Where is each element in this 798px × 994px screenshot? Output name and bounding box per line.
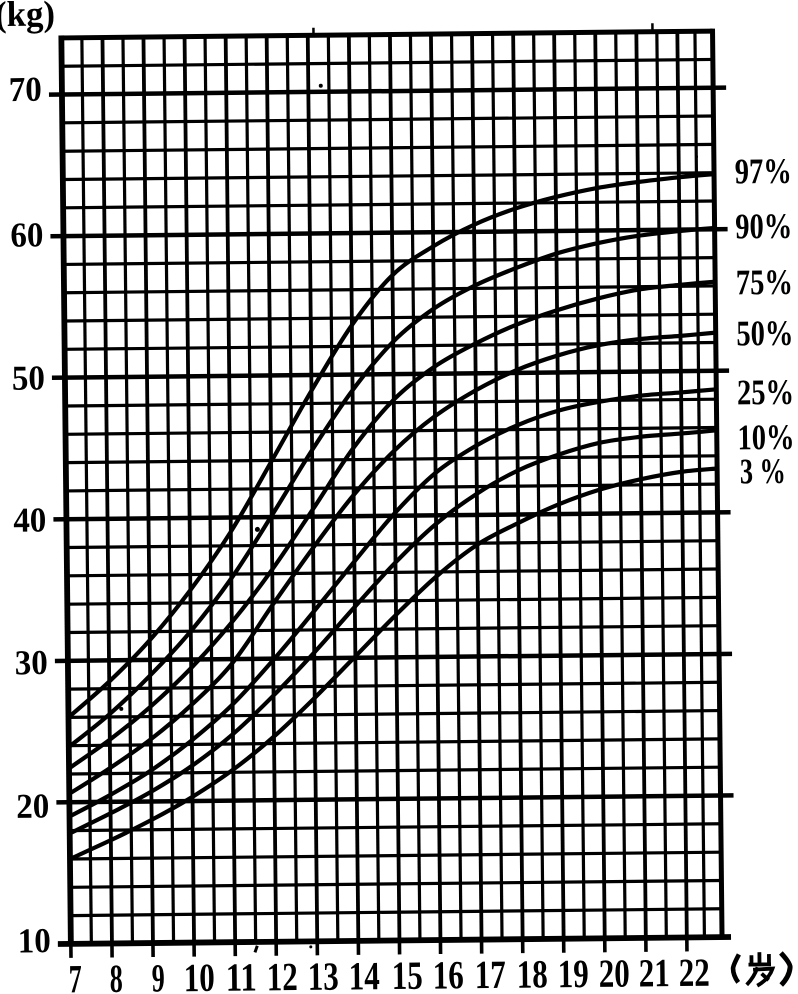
svg-text:(kg): (kg) [0, 0, 55, 34]
svg-text:3 %: 3 % [740, 451, 786, 491]
svg-text:75%: 75% [736, 262, 793, 303]
svg-text:60: 60 [10, 215, 43, 254]
svg-text:18: 18 [516, 951, 547, 994]
svg-text:14: 14 [348, 953, 379, 994]
svg-text:30: 30 [15, 643, 48, 682]
svg-text:25%: 25% [737, 372, 794, 413]
svg-text:10: 10 [183, 955, 214, 994]
svg-text:13: 13 [307, 954, 338, 994]
svg-text:50%: 50% [736, 313, 793, 354]
svg-text:17: 17 [474, 952, 505, 994]
svg-text:15: 15 [391, 953, 422, 994]
svg-text:10%: 10% [737, 417, 794, 458]
svg-text:7: 7 [68, 956, 81, 994]
svg-text:21: 21 [638, 950, 669, 994]
svg-text:16: 16 [432, 952, 463, 994]
svg-text:8: 8 [109, 956, 122, 994]
svg-text:22: 22 [678, 950, 709, 994]
svg-text:9: 9 [151, 955, 164, 994]
svg-text:40: 40 [13, 500, 46, 539]
svg-text:20: 20 [598, 951, 629, 994]
svg-text:12: 12 [266, 954, 297, 994]
svg-text:50: 50 [12, 358, 45, 397]
svg-text:19: 19 [557, 951, 588, 994]
svg-text:11: 11 [225, 954, 256, 994]
svg-text:20: 20 [16, 787, 49, 826]
svg-text:10: 10 [18, 921, 51, 960]
svg-text:97%: 97% [734, 151, 791, 192]
svg-text:90%: 90% [735, 206, 792, 247]
svg-text:70: 70 [9, 70, 42, 109]
